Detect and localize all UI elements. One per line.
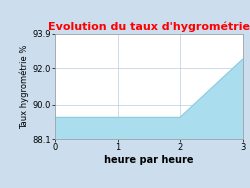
Y-axis label: Taux hygrométrie %: Taux hygrométrie % <box>20 44 30 129</box>
X-axis label: heure par heure: heure par heure <box>104 155 194 165</box>
Title: Evolution du taux d'hygrométrie: Evolution du taux d'hygrométrie <box>48 21 250 32</box>
